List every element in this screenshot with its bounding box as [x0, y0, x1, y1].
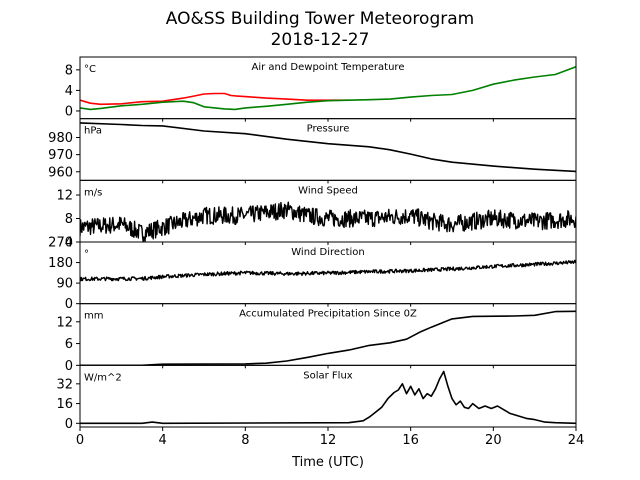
- panel-1: 0 4 8 °C Air and Dewpoint Temperature: [65, 56, 577, 122]
- x-tick-label: 8: [241, 433, 249, 448]
- x-tick-label: 24: [568, 433, 585, 448]
- y-tick-label: 8: [65, 212, 73, 227]
- panel-2: 960 970 980 hPa Pressure: [48, 118, 577, 184]
- y-tick-label: 980: [48, 131, 73, 146]
- y-tick-label: 16: [56, 397, 73, 412]
- y-tick-label: 0: [65, 104, 73, 119]
- y-tick-label: 6: [65, 337, 73, 352]
- panel-unit-label: m/s: [84, 187, 102, 198]
- panel-5: 0 6 12 mm Accumulated Precipitation Since 0Z: [56, 303, 577, 374]
- panel-title: Pressure: [307, 124, 350, 135]
- panel-title: Solar Flux: [303, 370, 353, 381]
- y-tick-label: 0: [65, 359, 73, 374]
- y-tick-label: 12: [56, 315, 73, 330]
- x-tick-label: 16: [402, 433, 419, 448]
- figure-title: AO&SS Building Tower Meteorogram: [166, 9, 474, 29]
- panel-unit-label: W/m^2: [84, 372, 122, 383]
- x-axis-label: Time (UTC): [291, 455, 364, 470]
- panel-3: 4 8 12 m/s Wind Speed: [56, 179, 577, 251]
- panel-title: Accumulated Precipitation Since 0Z: [239, 309, 417, 320]
- y-tick-label: 970: [48, 148, 73, 163]
- panels-group: 048 °C Air and Dewpoint Temperature9609709…: [48, 56, 585, 448]
- panel-4: 0 90 180 270 ° Wind Direction: [48, 236, 577, 312]
- y-tick-label: 4: [65, 84, 73, 99]
- series-line-1-2: [80, 66, 576, 111]
- y-tick-label: 12: [56, 189, 73, 204]
- panel-title: Air and Dewpoint Temperature: [252, 62, 405, 73]
- y-tick-label: 8: [65, 63, 73, 78]
- series-line-5-1: [80, 310, 576, 366]
- panel-title: Wind Speed: [298, 185, 358, 196]
- y-tick-label: 270: [48, 236, 73, 251]
- series-line-3-1: [80, 201, 576, 242]
- y-tick-label: 90: [56, 277, 73, 292]
- panel-unit-label: hPa: [84, 126, 102, 137]
- series-line-6-1: [80, 370, 576, 425]
- y-tick-label: 0: [65, 417, 73, 432]
- y-tick-label: 0: [65, 297, 73, 312]
- y-tick-label: 4: [65, 236, 73, 251]
- x-tick-label: 20: [485, 433, 502, 448]
- panel-6: 0 16 32 W/m^2 Solar Flux: [56, 364, 577, 432]
- x-tick-label: 4: [159, 433, 167, 448]
- series-line-4-1: [80, 259, 576, 282]
- y-tick-label: 180: [48, 256, 73, 271]
- series-line-1-1: [80, 92, 349, 106]
- panel-unit-label: °: [84, 249, 89, 260]
- panel-unit-label: °C: [84, 64, 96, 75]
- x-tick-label: 12: [320, 433, 337, 448]
- y-tick-label: 960: [48, 165, 73, 180]
- y-tick-label: 32: [56, 377, 73, 392]
- series-line-2-1: [80, 122, 576, 173]
- panel-unit-label: mm: [84, 311, 103, 322]
- x-tick-label: 0: [76, 433, 84, 448]
- panel-title: Wind Direction: [291, 247, 365, 258]
- figure-subtitle: 2018-12-27: [271, 30, 370, 50]
